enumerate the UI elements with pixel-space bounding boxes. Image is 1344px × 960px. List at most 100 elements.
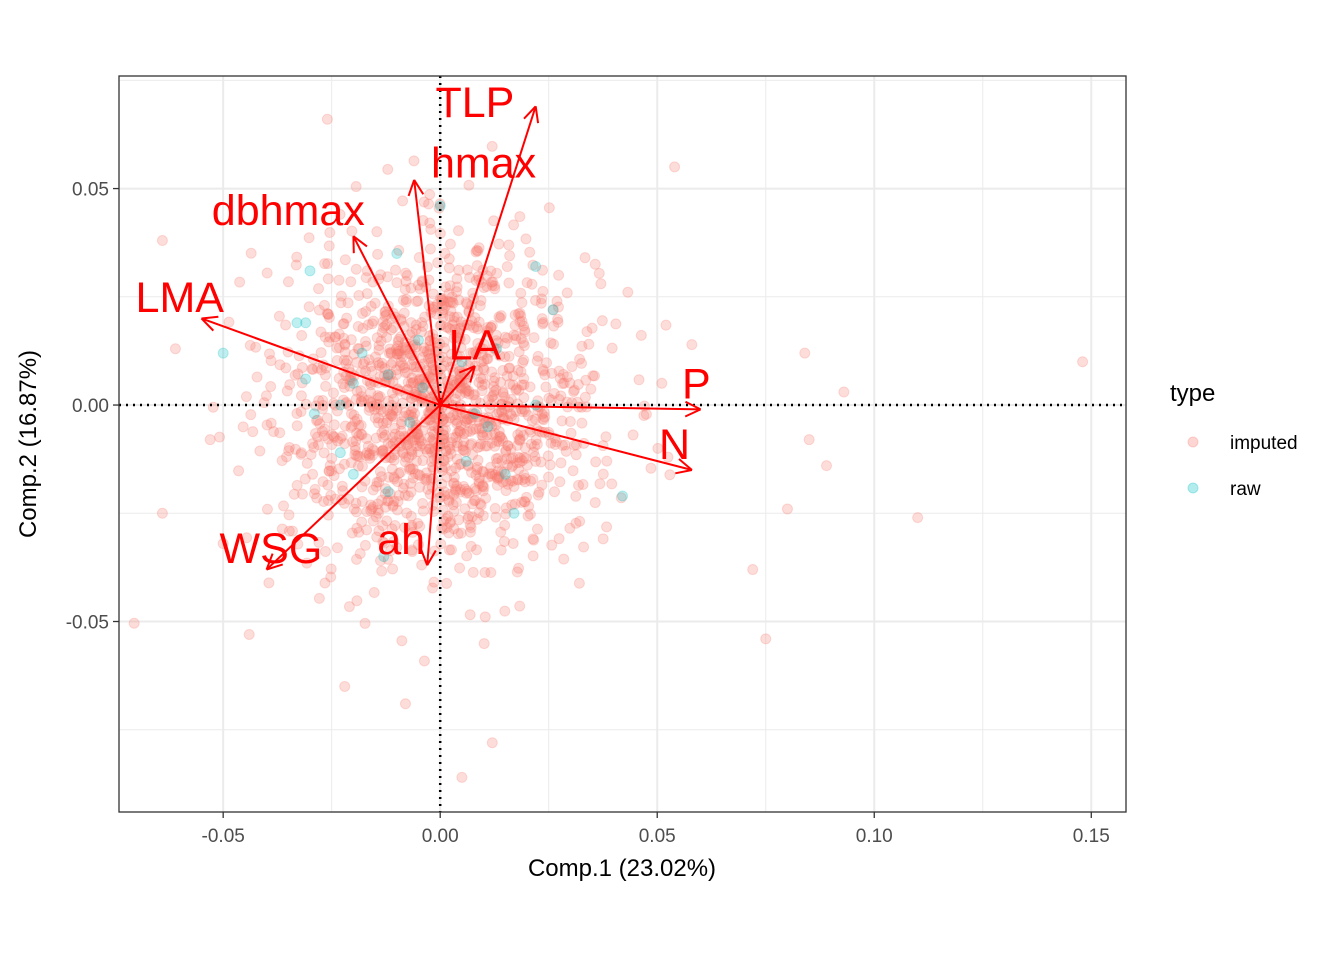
imputed-point (377, 445, 389, 457)
imputed-point (385, 545, 397, 557)
imputed-point (412, 295, 424, 307)
imputed-point (392, 336, 404, 348)
imputed-point (382, 371, 394, 383)
imputed-point (501, 453, 513, 465)
imputed-point (445, 305, 457, 317)
imputed-point (523, 500, 535, 512)
imputed-point (497, 435, 509, 447)
imputed-point (337, 318, 349, 330)
imputed-point (509, 498, 521, 510)
imputed-point (414, 469, 426, 481)
imputed-point (388, 536, 400, 548)
loading-arrow-ah (426, 404, 442, 566)
imputed-point (548, 387, 560, 399)
imputed-point (322, 479, 334, 491)
raw-point (217, 347, 229, 359)
imputed-point (341, 355, 353, 367)
imputed-point (367, 484, 379, 496)
imputed-point (485, 276, 497, 288)
loading-label-p: P (682, 360, 711, 408)
imputed-point (485, 321, 497, 333)
imputed-point (485, 321, 497, 333)
imputed-point (473, 316, 485, 328)
imputed-point (482, 471, 494, 483)
imputed-point (388, 473, 400, 485)
imputed-point (207, 401, 219, 413)
imputed-point (391, 348, 403, 360)
imputed-point (406, 372, 418, 384)
imputed-point (387, 499, 399, 511)
imputed-point (499, 605, 511, 617)
imputed-point (389, 428, 401, 440)
imputed-point (448, 332, 460, 344)
imputed-point (491, 435, 503, 447)
imputed-point (454, 486, 466, 498)
imputed-point (276, 455, 288, 467)
imputed-point (378, 537, 390, 549)
imputed-point (521, 277, 533, 289)
imputed-point (321, 307, 333, 319)
imputed-point (409, 468, 421, 480)
imputed-point (324, 331, 336, 343)
imputed-point (492, 473, 504, 485)
imputed-point (453, 514, 465, 526)
imputed-point (416, 326, 428, 338)
loading-label-tlp: TLP (435, 79, 514, 127)
imputed-point (340, 358, 352, 370)
imputed-point (464, 519, 476, 531)
imputed-point (445, 448, 457, 460)
imputed-point (395, 349, 407, 361)
imputed-point (463, 388, 475, 400)
imputed-point (519, 324, 531, 336)
imputed-point (490, 453, 502, 465)
imputed-point (376, 494, 388, 506)
imputed-point (472, 338, 484, 350)
imputed-point (451, 416, 463, 428)
imputed-point (386, 523, 398, 535)
imputed-point (443, 287, 455, 299)
imputed-point (398, 478, 410, 490)
imputed-point (781, 503, 793, 515)
imputed-point (390, 369, 402, 381)
imputed-point (417, 505, 429, 517)
imputed-point (360, 306, 372, 318)
imputed-point (376, 361, 388, 373)
imputed-point (478, 466, 490, 478)
imputed-point (445, 465, 457, 477)
imputed-point (486, 420, 498, 432)
imputed-point (409, 431, 421, 443)
imputed-point (378, 370, 390, 382)
imputed-point (525, 438, 537, 450)
imputed-point (417, 497, 429, 509)
imputed-point (441, 356, 453, 368)
imputed-point (476, 429, 488, 441)
imputed-point (265, 417, 277, 429)
imputed-point (412, 428, 424, 440)
imputed-point (356, 516, 368, 528)
imputed-point (451, 440, 463, 452)
imputed-point (381, 417, 393, 429)
imputed-point (323, 240, 335, 252)
imputed-point (377, 445, 389, 457)
imputed-point (546, 367, 558, 379)
imputed-point (472, 245, 484, 257)
imputed-point (374, 371, 386, 383)
imputed-point (425, 223, 437, 235)
imputed-point (367, 515, 379, 527)
imputed-point (579, 252, 591, 264)
imputed-point (380, 309, 392, 321)
imputed-point (345, 457, 357, 469)
imputed-point (508, 329, 520, 341)
imputed-point (482, 326, 494, 338)
imputed-point (536, 293, 548, 305)
imputed-point (321, 113, 333, 125)
loading-arrowhead (523, 105, 537, 120)
imputed-point (558, 377, 570, 389)
imputed-point (473, 376, 485, 388)
imputed-point (518, 392, 530, 404)
imputed-point (444, 488, 456, 500)
imputed-point (265, 355, 277, 367)
imputed-point (413, 434, 425, 446)
imputed-point (537, 413, 549, 425)
loading-arrowhead (458, 365, 476, 374)
